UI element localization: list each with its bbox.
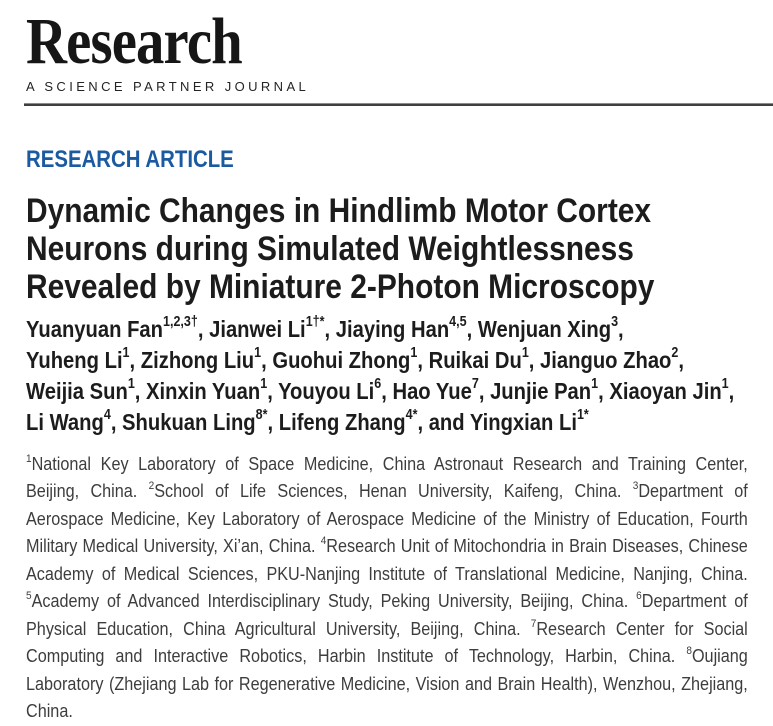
author-affiliation-superscript: 1 — [521, 345, 529, 362]
author-affiliation-superscript: 7 — [471, 376, 479, 393]
affiliation-number: 2 — [148, 480, 155, 493]
affiliation-number: 8 — [686, 645, 692, 658]
article-title-line: Neurons during Simulated Weightlessness — [26, 229, 634, 268]
affiliation-number: 7 — [530, 617, 537, 630]
journal-logo: Research — [26, 5, 243, 78]
author-line: Weijia Sun1, Xinxin Yuan1, Youyou Li6, H… — [26, 376, 735, 404]
author-affiliation-superscript: 3 — [611, 314, 619, 331]
article-title-line: Dynamic Changes in Hindlimb Motor Cortex — [26, 191, 652, 230]
author-affiliation-superscript: 2 — [671, 345, 679, 362]
affiliation-number: 1 — [26, 452, 32, 465]
author-affiliation-superscript: 1 — [260, 376, 268, 393]
affiliation-number: 3 — [632, 480, 639, 493]
article-content: RESEARCH ARTICLE Dynamic Changes in Hind… — [26, 106, 748, 726]
journal-header: Research A SCIENCE PARTNER JOURNAL — [26, 5, 748, 94]
affiliation-number: 6 — [636, 590, 642, 603]
author-affiliation-superscript: 1* — [576, 407, 589, 424]
affiliation-number: 5 — [26, 590, 32, 603]
affiliations: 1National Key Laboratory of Space Medici… — [26, 452, 748, 722]
article-title-line: Revealed by Miniature 2-Photon Microscop… — [26, 267, 655, 306]
author-affiliation-superscript: 8* — [255, 407, 268, 424]
author-list: Yuanyuan Fan1,2,3†, Jianwei Li1†*, Jiayi… — [26, 314, 748, 438]
author-affiliation-superscript: 1 — [254, 345, 262, 362]
author-affiliation-superscript: 1 — [591, 376, 599, 393]
author-line: Yuheng Li1, Zizhong Liu1, Guohui Zhong1,… — [26, 345, 684, 373]
author-affiliation-superscript: 1 — [721, 376, 729, 393]
author-affiliation-superscript: 1 — [127, 376, 135, 393]
affiliation-number: 4 — [320, 535, 327, 548]
author-line: Li Wang4, Shukuan Ling8*, Lifeng Zhang4*… — [26, 407, 589, 435]
header-divider — [24, 102, 773, 106]
author-affiliation-superscript: 4,5 — [449, 314, 467, 331]
article-type-label: RESEARCH ARTICLE — [26, 145, 234, 173]
article-title: Dynamic Changes in Hindlimb Motor Cortex… — [26, 192, 748, 306]
author-affiliation-superscript: 1†* — [305, 314, 325, 331]
author-line: Yuanyuan Fan1,2,3†, Jianwei Li1†*, Jiayi… — [26, 314, 624, 342]
author-affiliation-superscript: 1 — [122, 345, 130, 362]
author-affiliation-superscript: 4 — [103, 407, 111, 424]
author-affiliation-superscript: 1 — [410, 345, 418, 362]
journal-tagline: A SCIENCE PARTNER JOURNAL — [26, 78, 310, 94]
author-affiliation-superscript: 6 — [374, 376, 382, 393]
author-affiliation-superscript: 4* — [405, 407, 418, 424]
author-affiliation-superscript: 1,2,3† — [163, 314, 198, 331]
